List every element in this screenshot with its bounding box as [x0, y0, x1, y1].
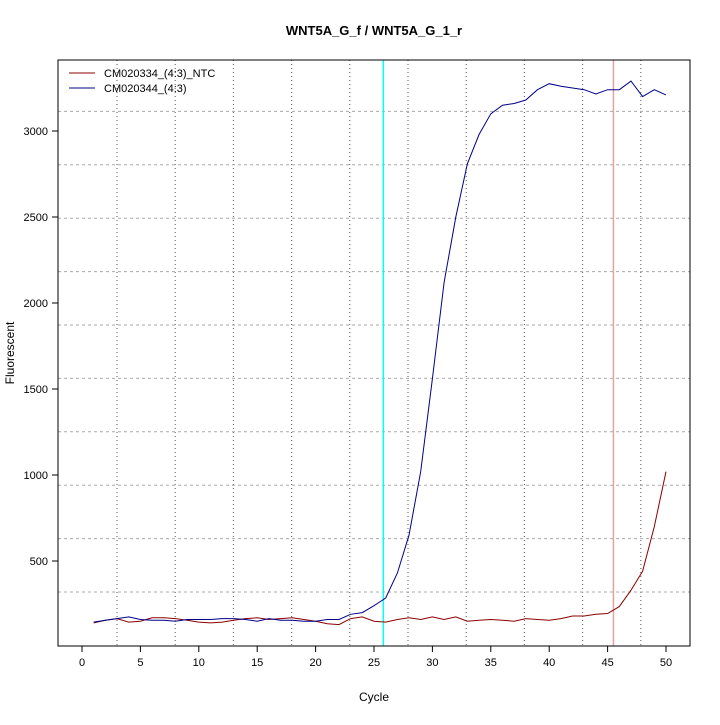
x-tick-label: 35 [485, 657, 497, 669]
legend: CM020334_(4:3)_NTC CM020344_(4:3) [69, 68, 215, 95]
grid [58, 60, 690, 646]
x-tick-label: 25 [368, 657, 380, 669]
legend-label: CM020334_(4:3)_NTC [104, 68, 215, 80]
y-tick-label: 1000 [24, 470, 48, 482]
chart-title: WNT5A_G_f / WNT5A_G_1_r [286, 23, 462, 38]
x-tick-label: 40 [543, 657, 555, 669]
x-tick-label: 10 [193, 657, 205, 669]
y-axis: 500 1000 1500 2000 2500 3000 [24, 126, 58, 568]
series-lines [93, 80, 667, 626]
y-tick-label: 3000 [24, 126, 48, 138]
x-tick-label: 5 [137, 657, 143, 669]
y-tick-label: 1500 [24, 384, 48, 396]
x-axis-label: Cycle [359, 690, 389, 704]
y-axis-label: Fluorescent [3, 321, 17, 384]
y-tick-label: 2500 [24, 212, 48, 224]
x-tick-label: 45 [601, 657, 613, 669]
x-tick-label: 30 [426, 657, 438, 669]
legend-label: CM020344_(4:3) [104, 83, 187, 95]
y-tick-label: 500 [30, 556, 48, 568]
threshold-lines [382, 60, 615, 646]
y-tick-label: 2000 [24, 298, 48, 310]
x-axis: 0 5 10 15 20 25 30 35 40 45 50 [79, 645, 672, 669]
x-tick-label: 20 [309, 657, 321, 669]
series-line-1 [93, 471, 667, 626]
x-tick-label: 50 [660, 657, 672, 669]
x-tick-label: 0 [79, 657, 85, 669]
plot-frame [57, 59, 691, 647]
series-line-2 [93, 80, 667, 623]
x-tick-label: 15 [251, 657, 263, 669]
